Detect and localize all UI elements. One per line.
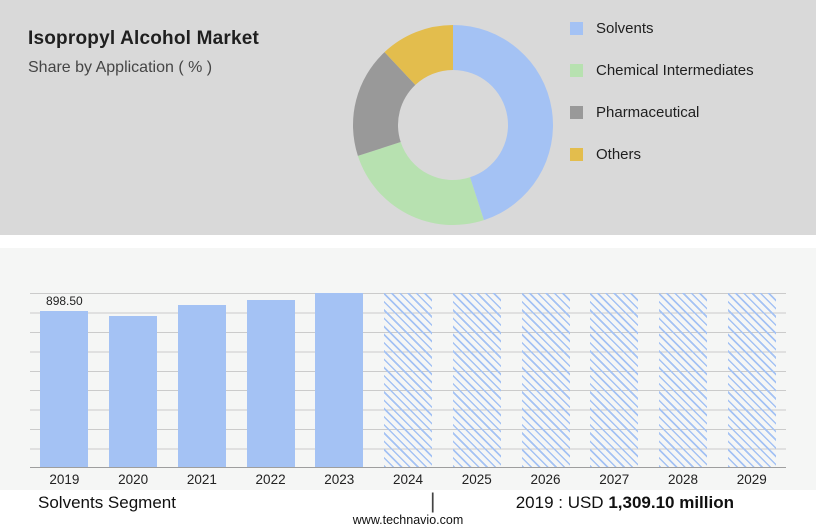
page-title: Isopropyl Alcohol Market (28, 28, 260, 49)
separator-bar: | (430, 490, 436, 513)
bar-cell: 898.50 (30, 293, 99, 467)
x-tick-label: 2027 (599, 472, 630, 487)
donut-legend: Solvents Chemical Intermediates Pharmaceut… (570, 14, 754, 182)
historical-bar (177, 304, 226, 467)
bar-value-label: 898.50 (46, 294, 83, 309)
bar-cell (167, 293, 236, 467)
forecast-bar (658, 293, 707, 467)
forecast-bar (590, 293, 639, 467)
segment-label: Solvents Segment (38, 493, 176, 512)
x-tick-label: 2020 (118, 472, 149, 487)
legend-swatch (570, 147, 583, 161)
bar-cell (717, 293, 786, 467)
segment-value-prefix: 2019 : USD (515, 493, 609, 512)
x-tick-label: 2028 (667, 472, 698, 487)
forecast-bar (521, 293, 570, 467)
legend-label: Others (596, 145, 642, 163)
donut-chart (352, 25, 554, 226)
legend-swatch (570, 105, 583, 119)
bar-cell (442, 293, 511, 467)
legend-swatch (570, 63, 583, 77)
website-url: www.technavio.com (352, 513, 464, 527)
segment-value: 2019 : USD 1,309.10 million (516, 493, 734, 513)
legend-item: Solvents (570, 14, 754, 42)
bars-row: 898.50 (30, 293, 786, 467)
x-tick-label: 2021 (186, 472, 217, 487)
legend-item: Others (570, 140, 754, 168)
historical-bar (109, 315, 158, 467)
bar-cell (99, 293, 168, 467)
x-tick-label: 2023 (324, 472, 355, 487)
forecast-bar (452, 293, 501, 467)
segment-value-amount: 1,309.10 million (608, 493, 734, 512)
historical-bar (40, 311, 89, 467)
donut-slice-others (384, 25, 453, 85)
legend-label: Pharmaceutical (596, 103, 700, 121)
x-tick-label: 2022 (255, 472, 286, 487)
summary-row: Solvents Segment | 2019 : USD 1,309.10 m… (0, 490, 816, 516)
forecast-bar (727, 293, 776, 467)
x-tick-label: 2019 (49, 472, 80, 487)
bar-cell (511, 293, 580, 467)
legend-item: Pharmaceutical (570, 98, 754, 126)
x-tick-label: 2029 (736, 472, 767, 487)
bar-cell (305, 293, 374, 467)
x-tick-label: 2025 (461, 472, 492, 487)
chart-titles: Isopropyl Alcohol Market Share by Applic… (28, 28, 259, 77)
x-tick-label: 2024 (393, 472, 424, 487)
bar-chart-plot-area: 898.50 (30, 293, 786, 468)
bar-cell (580, 293, 649, 467)
legend-swatch (570, 21, 583, 35)
share-by-application-panel: Isopropyl Alcohol Market Share by Applic… (0, 0, 816, 235)
market-size-bar-chart-panel: 898.50 2019 2020 2021 2022 2023 2024 2025 2026 2… (0, 248, 816, 490)
historical-bar (315, 293, 364, 467)
bar-cell (649, 293, 718, 467)
legend-label: Solvents (596, 19, 654, 37)
bar-cell (236, 293, 305, 467)
donut-slice-pharmaceutical (352, 52, 416, 156)
historical-bar (246, 300, 295, 467)
legend-label: Chemical Intermediates (596, 61, 754, 79)
donut-slice-chemical-intermediates (357, 142, 484, 226)
x-axis-labels: 2019 2020 2021 2022 2023 2024 2025 2026 2027 2028… (30, 472, 786, 487)
x-tick-label: 2026 (530, 472, 561, 487)
page-subtitle: Share by Application ( % ) (28, 59, 213, 76)
bar-cell (374, 293, 443, 467)
forecast-bar (384, 293, 433, 467)
legend-item: Chemical Intermediates (570, 56, 754, 84)
donut-slice-solvents (453, 25, 554, 221)
